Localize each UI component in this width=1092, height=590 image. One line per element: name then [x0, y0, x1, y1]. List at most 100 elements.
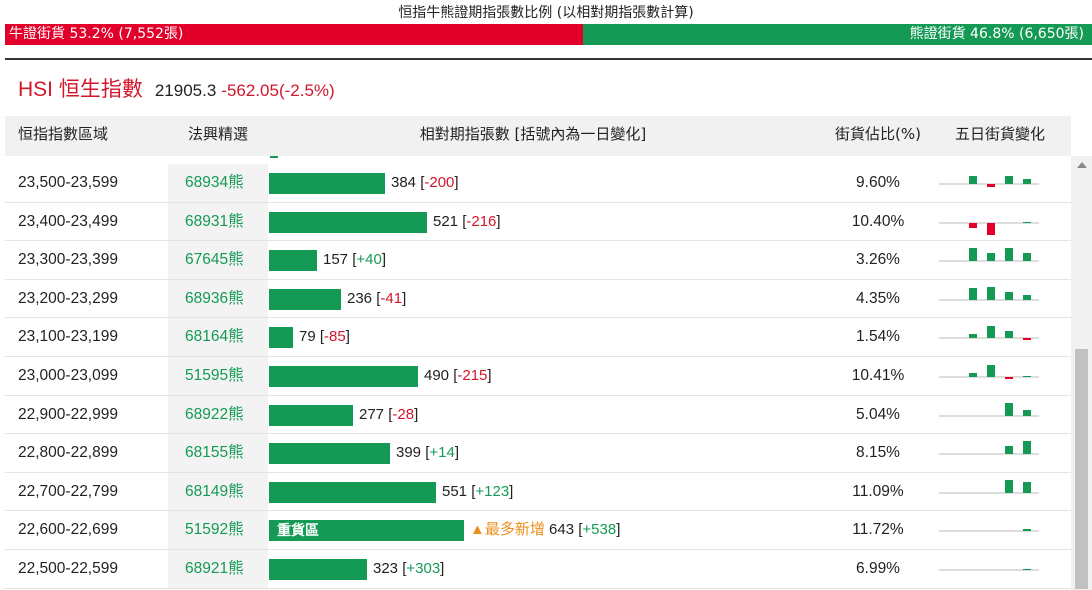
sparkbar-mark — [1023, 481, 1031, 493]
table-row: 23,400-23,499 68931熊 521 [-216] 10.40% — [5, 202, 1071, 242]
count-value: 521 [-216] — [433, 212, 501, 230]
daily-change: -216 — [466, 212, 497, 230]
sparkbar-mark — [1023, 529, 1031, 532]
table-row: 22,900-22,999 68922熊 277 [-28] 5.04% — [5, 395, 1071, 435]
pick-cell-background — [168, 202, 268, 241]
ratio-cell: 1.54% — [856, 328, 900, 346]
table-header: 恒指指數區域 法興精選 相對期指張數 [括號內為一日變化] 街貨佔比(%) 五日… — [5, 116, 1071, 156]
count-value: 551 [+123] — [442, 482, 514, 500]
sparkbar-mark — [1023, 409, 1031, 416]
table-row: 22,600-22,699 51592熊 重貨區 ▲最多新增 643 [+538] 11… — [5, 511, 1071, 550]
count-bar — [269, 173, 385, 194]
sparkbar-mark — [987, 184, 995, 187]
count-bar — [269, 443, 390, 465]
divider — [5, 58, 1092, 60]
pick-cell-background — [168, 318, 268, 356]
range-cell: 22,900-22,999 — [18, 405, 118, 423]
count-bar — [269, 288, 341, 310]
column-header-five-day: 五日街貨變化 — [954, 125, 1045, 143]
sparkbar-mark — [1005, 176, 1013, 184]
pick-link[interactable]: 51592熊 — [185, 521, 244, 539]
scrollbar[interactable] — [1071, 156, 1092, 590]
daily-change: -200 — [424, 174, 455, 191]
sparkbar-mark — [1005, 377, 1013, 379]
pick-link[interactable]: 67645熊 — [185, 251, 244, 269]
sparkbar-mark — [1005, 479, 1013, 493]
scrollbar-thumb[interactable] — [1075, 349, 1088, 589]
daily-change: +123 — [475, 482, 510, 500]
daily-change: +14 — [429, 444, 455, 462]
ratio-cell: 6.99% — [856, 560, 900, 577]
ratio-cell: 11.72% — [852, 521, 904, 539]
table-row: 22,500-22,599 68921熊 323 [+303] 6.99% — [5, 550, 1071, 589]
count-value: 157 [+40] — [323, 251, 386, 269]
ratio-title: 恒指牛熊證期指張數比例 (以相對期指張數計算) — [398, 5, 694, 21]
table-row: 23,200-23,299 68936熊 236 [-41] 4.35% — [5, 279, 1071, 319]
pick-cell-background — [168, 511, 268, 549]
sparkbar-mark — [1023, 294, 1031, 300]
count-bar: 重貨區 — [269, 520, 464, 542]
daily-change: +538 — [582, 521, 617, 539]
pick-link[interactable]: 68931熊 — [185, 212, 244, 230]
count-number: 323 — [373, 560, 399, 577]
table-row: 23,300-23,399 67645熊 157 [+40] 3.26% — [5, 241, 1071, 280]
ratio-cell: 11.09% — [852, 482, 904, 500]
count-number: 79 — [299, 328, 316, 346]
five-day-sparkbar — [939, 479, 1039, 494]
daily-change: -28 — [392, 405, 415, 423]
sparkbar-mark — [1023, 441, 1031, 455]
sparkbar-mark — [1023, 376, 1031, 377]
daily-change: -85 — [324, 328, 346, 346]
sparkbar-mark — [969, 222, 977, 228]
sparkbar-mark — [969, 248, 977, 262]
pick-link[interactable]: 68921熊 — [185, 560, 244, 577]
pick-link[interactable]: 68936熊 — [185, 289, 244, 307]
scroll-up-icon[interactable] — [1077, 162, 1087, 168]
sparkbar-mark — [1005, 291, 1013, 300]
five-day-sparkbar — [939, 248, 1039, 262]
count-bar — [269, 327, 293, 349]
pick-cell-background — [168, 550, 268, 588]
pick-link[interactable]: 68934熊 — [185, 174, 244, 191]
column-header-pick: 法興精選 — [187, 125, 248, 143]
pick-link[interactable]: 68922熊 — [185, 405, 244, 423]
range-cell: 22,700-22,799 — [18, 482, 118, 500]
range-cell: 22,800-22,899 — [18, 444, 118, 462]
five-day-sparkbar — [939, 529, 1039, 532]
table-row: 23,000-23,099 51595熊 490 [-215] 10.41% — [5, 357, 1071, 396]
sparkbar-mark — [1005, 248, 1013, 262]
pick-link[interactable]: 68164熊 — [185, 328, 244, 346]
pick-cell-background — [168, 357, 268, 395]
count-bar — [269, 211, 427, 233]
index-name[interactable]: HSI 恒生指數 — [18, 78, 143, 101]
count-bar — [269, 404, 353, 426]
pick-link[interactable]: 68155熊 — [185, 444, 244, 462]
count-number: 384 — [391, 174, 417, 191]
most-added-tag: ▲最多新增 — [470, 521, 545, 539]
pick-cell-background — [168, 434, 268, 472]
ratio-cell: 4.35% — [856, 289, 900, 307]
count-number: 521 — [433, 212, 459, 230]
range-cell: 23,000-23,099 — [18, 367, 118, 384]
ratio-cell: 3.26% — [856, 251, 900, 269]
daily-change: +303 — [406, 560, 441, 577]
pick-link[interactable]: 51595熊 — [185, 367, 244, 384]
partial-row-bar — [270, 156, 278, 158]
five-day-sparkbar — [939, 221, 1039, 235]
count-value: 399 [+14] — [396, 444, 459, 462]
ratio-cell: 10.41% — [851, 367, 905, 384]
count-bar — [269, 559, 367, 580]
sparkbar-mark — [1023, 338, 1031, 341]
pick-cell-background — [168, 241, 268, 279]
range-cell: 22,600-22,699 — [18, 521, 118, 539]
table-row: 22,700-22,799 68149熊 551 [+123] 11.09% — [5, 472, 1071, 512]
pick-link[interactable]: 68149熊 — [185, 482, 244, 500]
sparkbar-mark — [987, 286, 995, 300]
sparkbar-mark — [1005, 402, 1013, 416]
sparkbar-mark — [969, 287, 977, 300]
sparkbar-mark — [1023, 179, 1031, 184]
index-change: -562.05(-2.5%) — [221, 81, 335, 100]
count-number: 490 — [424, 367, 450, 384]
count-value: 490 [-215] — [424, 367, 492, 384]
bull-bear-ratio-bar: 牛證街貨 53.2% (7,552張) 熊證街貨 46.8% (6,650張) — [5, 24, 1092, 45]
